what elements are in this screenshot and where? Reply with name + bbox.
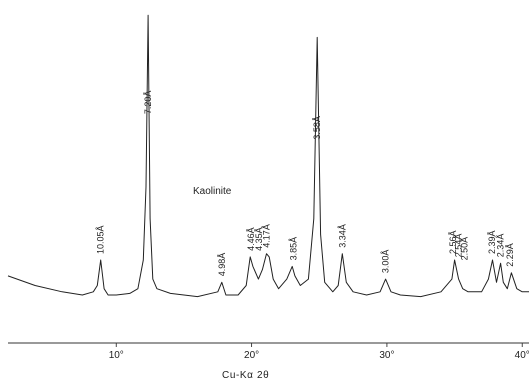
peak-label: 2.50Å xyxy=(460,237,470,261)
diffraction-trace xyxy=(7,14,529,298)
x-tick-label: 40° xyxy=(515,350,529,361)
peak-label: 2.39Å xyxy=(487,230,497,254)
peak-label: 4.98Å xyxy=(217,253,227,277)
peak-label: 2.56Å xyxy=(448,230,458,254)
peak-label: 4.46Å xyxy=(246,227,256,251)
x-axis-ticks: 10° 20° 30° 40° xyxy=(109,343,529,361)
peak-label: 7.20Å xyxy=(143,91,153,115)
peak-label: 2.54Å xyxy=(454,234,464,258)
peak-label: 4.17Å xyxy=(262,224,272,248)
series-line-0 xyxy=(7,14,529,298)
peak-label: 3.85Å xyxy=(289,237,299,261)
peak-label: 3.00Å xyxy=(381,250,391,274)
peak-label: 10.05Å xyxy=(96,225,106,254)
x-tick-label: 20° xyxy=(244,350,259,361)
x-axis-title: Cu-Kα 2θ xyxy=(222,370,269,381)
peak-label: 2.29Å xyxy=(505,243,515,267)
mineral-annotation: Kaolinite xyxy=(193,186,232,197)
x-tick-label: 30° xyxy=(379,350,394,361)
x-tick-label: 10° xyxy=(109,350,124,361)
peak-label: 3.34Å xyxy=(337,224,347,248)
peak-label: 4.35Å xyxy=(254,227,264,251)
peak-label: 2.34Å xyxy=(496,234,506,258)
peak-label: 3.58Å xyxy=(312,116,322,140)
